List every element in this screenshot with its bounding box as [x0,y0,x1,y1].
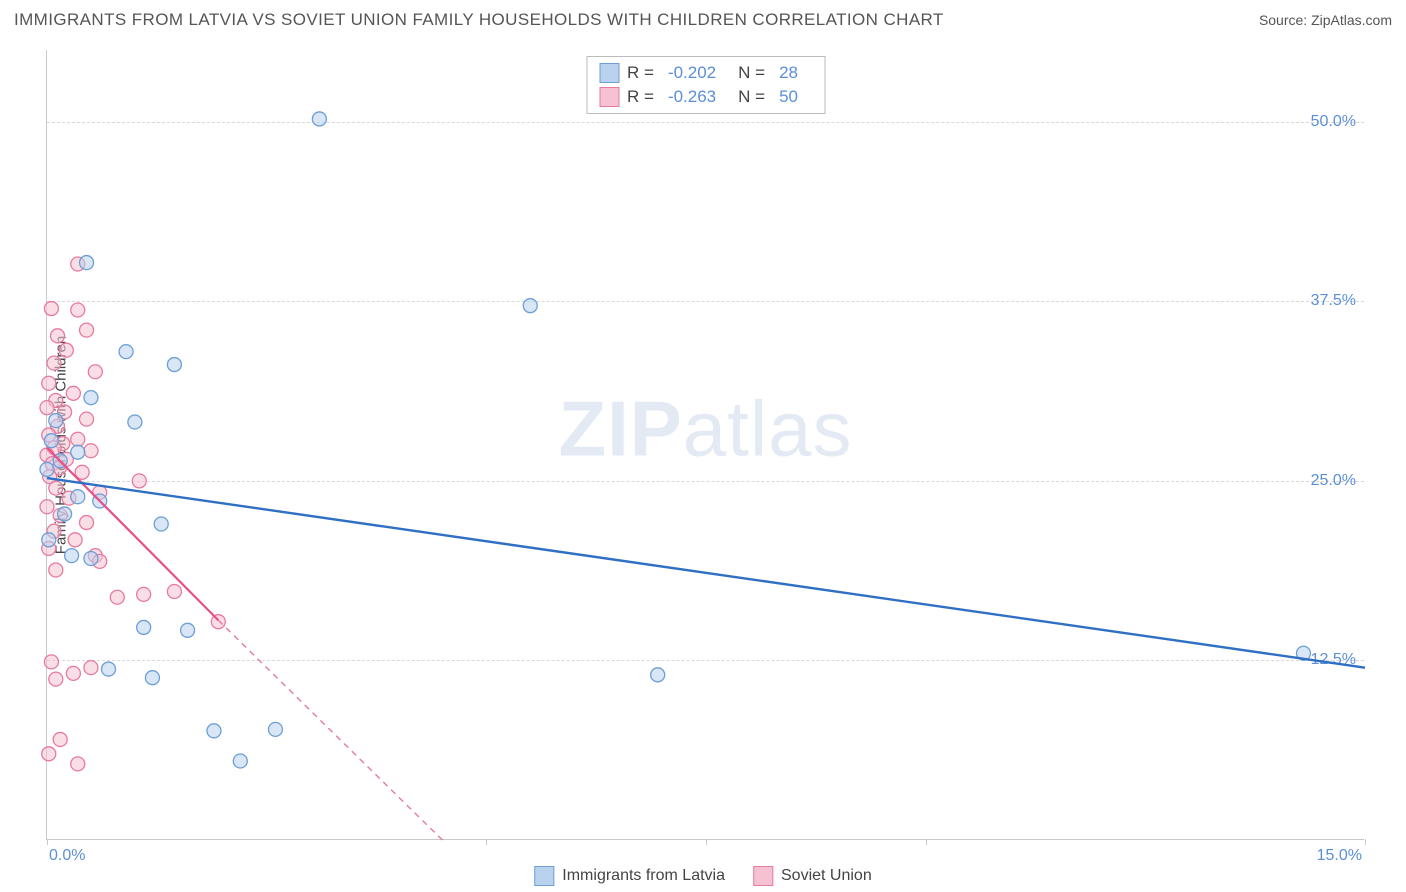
swatch-latvia [599,63,619,83]
stats-legend: R = -0.202 N = 28 R = -0.263 N = 50 [586,56,825,114]
plot-area: Family Households with Children ZIPatlas… [46,50,1364,840]
scatter-svg [47,50,1364,839]
chart-title: IMMIGRANTS FROM LATVIA VS SOVIET UNION F… [14,10,944,30]
stats-row-latvia: R = -0.202 N = 28 [599,61,812,85]
legend-item-soviet: Soviet Union [753,866,872,886]
stats-row-soviet: R = -0.263 N = 50 [599,85,812,109]
swatch-soviet [599,87,619,107]
legend-item-latvia: Immigrants from Latvia [534,866,725,886]
r-value-latvia: -0.202 [662,63,730,83]
n-value-soviet: 50 [773,87,812,107]
n-value-latvia: 28 [773,63,812,83]
bottom-legend: Immigrants from Latvia Soviet Union [534,866,871,886]
x-min-label: 0.0% [49,847,85,865]
r-value-soviet: -0.263 [662,87,730,107]
source-label: Source: ZipAtlas.com [1259,12,1392,28]
legend-swatch-latvia [534,866,554,886]
legend-swatch-soviet [753,866,773,886]
x-max-label: 15.0% [1317,847,1362,865]
